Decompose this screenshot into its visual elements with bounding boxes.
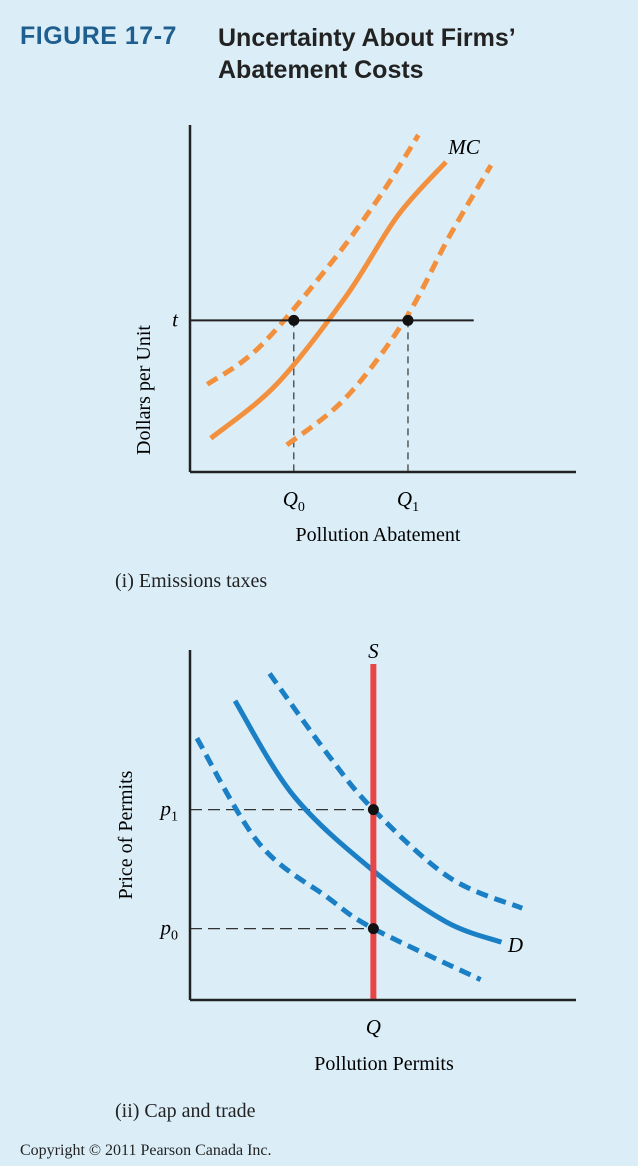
chart-caption-emissions: (i) Emissions taxes: [115, 570, 268, 592]
x-tick-label: Q1: [397, 487, 419, 515]
x-axis-label: Pollution Permits: [314, 1053, 454, 1075]
equilibrium-point: [367, 923, 379, 935]
y-axis-label: Price of Permits: [115, 770, 137, 899]
cap-and-trade-chart: Price of Permits Pollution Permits S Qp1 p…: [115, 639, 576, 1075]
d-curve: [232, 699, 503, 945]
chart-caption-cap-trade: (ii) Cap and trade: [115, 1100, 256, 1122]
y-tick-label: t: [172, 307, 179, 331]
figure-label: FIGURE 17-7: [20, 22, 177, 50]
equilibrium-point: [288, 314, 300, 326]
x-tick-label: Q: [366, 1015, 381, 1039]
supply-label: S: [368, 639, 379, 663]
y-tick-label: p1: [159, 797, 179, 825]
shifted-curve: [267, 672, 524, 911]
y-tick-label: p0: [159, 916, 179, 944]
figure-title: Uncertainty About Firms’ Abatement Costs: [218, 24, 515, 84]
y-axis-label: Dollars per Unit: [133, 325, 155, 455]
mc-curve: [209, 160, 448, 441]
x-axis-label: Pollution Abatement: [296, 524, 461, 546]
shifted-curve: [205, 133, 421, 387]
equilibrium-point: [402, 314, 414, 326]
copyright-notice: Copyright © 2011 Pearson Canada Inc.: [20, 1142, 272, 1159]
x-tick-label: Q0: [283, 487, 305, 515]
curve-label-mc: MC: [447, 135, 480, 159]
shifted-curve: [285, 164, 494, 447]
emissions-taxes-chart: Dollars per Unit Pollution Abatement Q0 Q…: [133, 125, 576, 546]
curve-label-d: D: [507, 933, 523, 957]
equilibrium-point: [367, 804, 379, 816]
shifted-curve: [194, 736, 482, 982]
